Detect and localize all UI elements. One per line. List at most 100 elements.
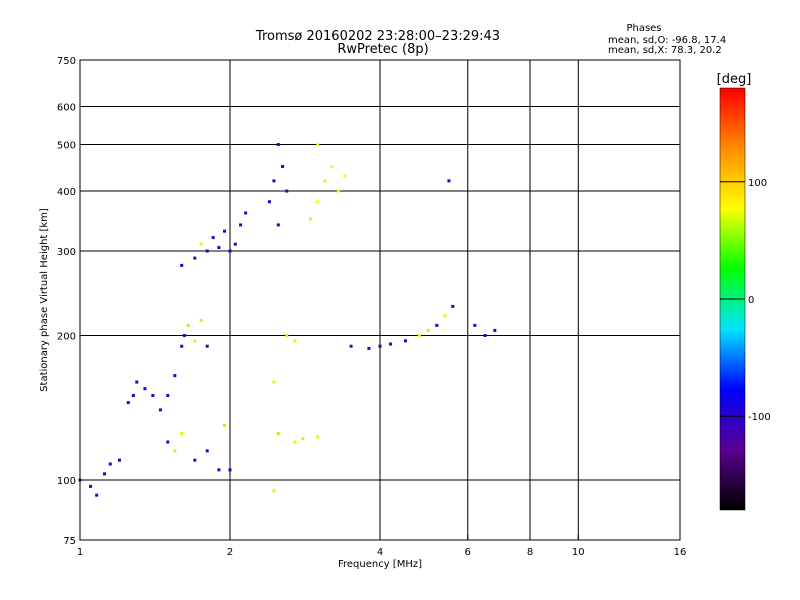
echo-point bbox=[285, 189, 289, 193]
x-tick-label: 8 bbox=[527, 547, 533, 558]
info-line-o: mean, sd,O: -96.8, 17.4 bbox=[608, 35, 726, 46]
echo-point bbox=[272, 380, 276, 384]
echo-point bbox=[323, 179, 327, 183]
echo-point bbox=[211, 236, 215, 240]
echo-point bbox=[166, 440, 170, 444]
echo-point bbox=[443, 314, 447, 318]
y-tick-label: 750 bbox=[57, 56, 76, 67]
echo-point bbox=[293, 440, 297, 444]
echo-point bbox=[108, 462, 112, 466]
echo-point bbox=[151, 394, 155, 398]
echo-point bbox=[276, 143, 280, 147]
echo-point bbox=[272, 179, 276, 183]
echo-point bbox=[343, 174, 347, 178]
chart-title: Tromsø 20160202 23:28:00–23:29:43 bbox=[255, 29, 500, 44]
echo-point bbox=[378, 344, 382, 348]
echo-point bbox=[186, 323, 190, 327]
echo-point bbox=[180, 344, 184, 348]
echo-point bbox=[126, 401, 130, 405]
echo-point bbox=[389, 342, 393, 346]
echo-point bbox=[267, 200, 271, 204]
y-tick-label: 500 bbox=[57, 141, 76, 152]
echo-point bbox=[223, 229, 227, 233]
x-tick-label: 10 bbox=[572, 547, 585, 558]
echo-point bbox=[193, 339, 197, 343]
x-tick-label: 16 bbox=[674, 547, 687, 558]
echo-point bbox=[89, 484, 93, 488]
echo-point bbox=[483, 334, 487, 338]
colorbar-tick-label: -100 bbox=[748, 412, 771, 423]
colorbar-ticks: 100 0 -100 bbox=[720, 178, 771, 423]
echo-point bbox=[308, 217, 312, 221]
echo-point bbox=[276, 223, 280, 227]
echo-point bbox=[301, 437, 305, 441]
echo-point bbox=[131, 394, 135, 398]
x-tick-label: 6 bbox=[465, 547, 471, 558]
echo-point bbox=[205, 249, 209, 253]
y-tick-label: 100 bbox=[57, 476, 76, 487]
echo-point bbox=[143, 387, 147, 391]
echo-point bbox=[217, 468, 221, 472]
y-tick-label: 300 bbox=[57, 247, 76, 258]
y-tick-label: 600 bbox=[57, 103, 76, 114]
echo-point bbox=[173, 374, 177, 378]
echo-point bbox=[493, 328, 497, 332]
echo-point bbox=[180, 432, 184, 436]
echo-point bbox=[330, 164, 334, 168]
echo-point bbox=[239, 223, 243, 227]
echo-point bbox=[95, 493, 99, 497]
echo-point bbox=[316, 143, 320, 147]
chart-subtitle: RwPretec (8p) bbox=[337, 42, 428, 57]
echo-point bbox=[285, 334, 289, 338]
colorbar-tick-label: 100 bbox=[748, 178, 767, 189]
x-tick-label: 4 bbox=[377, 547, 383, 558]
echo-point bbox=[349, 344, 353, 348]
echo-point bbox=[447, 179, 451, 183]
echo-point bbox=[316, 200, 320, 204]
x-tick-label: 2 bbox=[227, 547, 233, 558]
echo-point bbox=[276, 432, 280, 436]
y-tick-label: 200 bbox=[57, 332, 76, 343]
y-axis-ticks: 75 100 200 300 400 500 600 750 bbox=[57, 56, 85, 547]
echo-point bbox=[223, 423, 227, 427]
echo-point bbox=[336, 189, 340, 193]
echo-point bbox=[293, 339, 297, 343]
echo-point bbox=[182, 334, 186, 338]
echo-point bbox=[228, 468, 232, 472]
echo-point bbox=[193, 256, 197, 260]
echo-point bbox=[272, 489, 276, 493]
echo-point bbox=[117, 458, 121, 462]
info-heading: Phases bbox=[626, 23, 661, 34]
echo-point bbox=[103, 472, 107, 476]
echo-point bbox=[158, 408, 162, 412]
echo-point bbox=[281, 164, 285, 168]
y-tick-label: 400 bbox=[57, 187, 76, 198]
x-axis-ticks: 1 2 4 6 8 10 16 bbox=[77, 535, 687, 558]
x-tick-label: 1 bbox=[77, 547, 83, 558]
plot-grid bbox=[80, 60, 680, 540]
colorbar-unit-label: [deg] bbox=[717, 72, 752, 87]
echo-point bbox=[180, 263, 184, 267]
echo-point bbox=[435, 323, 439, 327]
colorbar-tick-label: 0 bbox=[748, 295, 754, 306]
echo-point bbox=[367, 346, 371, 350]
y-tick-label: 75 bbox=[63, 536, 76, 547]
echo-point bbox=[166, 394, 170, 398]
echo-point bbox=[173, 449, 177, 453]
echo-point bbox=[244, 211, 248, 215]
echo-point bbox=[228, 249, 232, 253]
echo-point bbox=[205, 449, 209, 453]
echo-point bbox=[233, 242, 237, 246]
echo-point bbox=[199, 242, 203, 246]
echo-point bbox=[199, 318, 203, 322]
plot-points bbox=[78, 143, 497, 497]
echo-point bbox=[217, 246, 221, 250]
echo-point bbox=[417, 334, 421, 338]
echo-point bbox=[426, 328, 430, 332]
echo-point bbox=[205, 344, 209, 348]
echo-point bbox=[135, 380, 139, 384]
info-line-x: mean, sd,X: 78.3, 20.2 bbox=[608, 45, 722, 56]
echo-point bbox=[316, 435, 320, 439]
x-axis-label: Frequency [MHz] bbox=[338, 559, 422, 570]
